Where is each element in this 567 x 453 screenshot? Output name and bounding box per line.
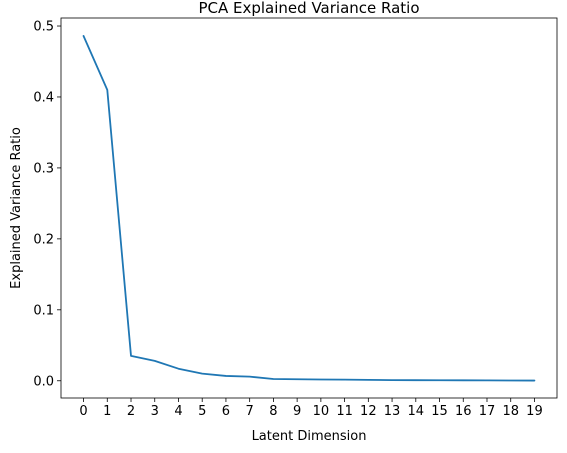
x-tick-label: 18 [502,404,519,419]
x-tick-label: 1 [103,404,111,419]
x-tick-label: 3 [151,404,159,419]
y-tick-label: 0.0 [33,374,54,389]
x-tick-label: 11 [336,404,353,419]
x-tick-label: 9 [293,404,301,419]
x-axis-title: Latent Dimension [252,429,367,444]
y-axis-title: Explained Variance Ratio [9,127,24,289]
x-tick-label: 6 [222,404,230,419]
series-line [82,35,536,382]
x-tick-label: 7 [246,404,254,419]
x-tick-label: 15 [431,404,448,419]
x-tick-label: 12 [360,404,377,419]
x-tick-label: 19 [526,404,543,419]
x-tick-label: 13 [384,404,401,419]
x-tick-label: 14 [408,404,425,419]
x-tick-label: 17 [479,404,496,419]
y-tick-label: 0.1 [33,303,54,318]
plot-frame [60,17,558,399]
x-tick-label: 5 [198,404,206,419]
x-tick-label: 16 [455,404,472,419]
x-tick-label: 10 [313,404,330,419]
x-tick-label: 8 [269,404,277,419]
y-tick-label: 0.2 [33,232,54,247]
y-tick-label: 0.4 [33,90,54,105]
chart-title: PCA Explained Variance Ratio [198,0,419,17]
plot-area [61,18,557,398]
chart-marks: 0 1 2 3 4 5 6 7 8 9 10 11 12 13 14 15 16 17 18 190.00.10.20… [33,20,542,419]
x-tick-label: 2 [127,404,135,419]
x-tick-label: 4 [174,404,182,419]
y-tick-label: 0.5 [33,20,54,35]
y-tick-label: 0.3 [33,161,54,176]
x-tick-label: 0 [79,404,87,419]
